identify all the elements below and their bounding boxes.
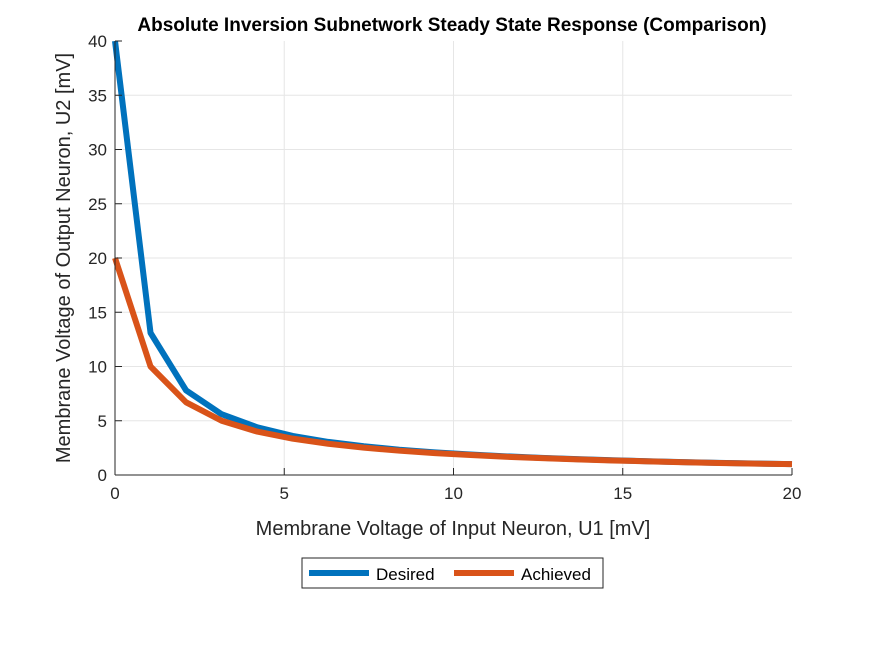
legend-label-desired: Desired (376, 565, 435, 584)
y-tick-label: 0 (98, 466, 107, 485)
x-tick-label: 10 (444, 484, 463, 503)
y-axis-label: Membrane Voltage of Output Neuron, U2 [m… (53, 53, 75, 463)
y-tick-label: 35 (88, 86, 107, 105)
x-tick-label: 15 (613, 484, 632, 503)
y-tick-label: 30 (88, 141, 107, 160)
x-tick-label: 0 (110, 484, 119, 503)
y-tick-label: 10 (88, 358, 107, 377)
x-axis-label: Membrane Voltage of Input Neuron, U1 [mV… (256, 518, 651, 540)
legend: Desired Achieved (301, 557, 604, 589)
grid-lines (115, 41, 792, 475)
axes: 0 5 10 15 20 0 5 10 15 20 25 30 35 40 (88, 32, 801, 503)
series-line-achieved (112, 257, 793, 468)
y-tick-label: 40 (88, 32, 107, 51)
x-tick-label: 20 (783, 484, 802, 503)
y-tick-label: 15 (88, 303, 107, 322)
y-tick-label: 5 (98, 412, 107, 431)
series-layer (112, 40, 793, 468)
y-tick-label: 25 (88, 195, 107, 214)
chart-title: Absolute Inversion Subnetwork Steady Sta… (137, 15, 766, 36)
x-tick-label: 5 (280, 484, 289, 503)
legend-label-achieved: Achieved (521, 565, 591, 584)
plot-area: 0 5 10 15 20 0 5 10 15 20 25 30 35 40 (88, 32, 801, 503)
y-tick-label: 20 (88, 249, 107, 268)
